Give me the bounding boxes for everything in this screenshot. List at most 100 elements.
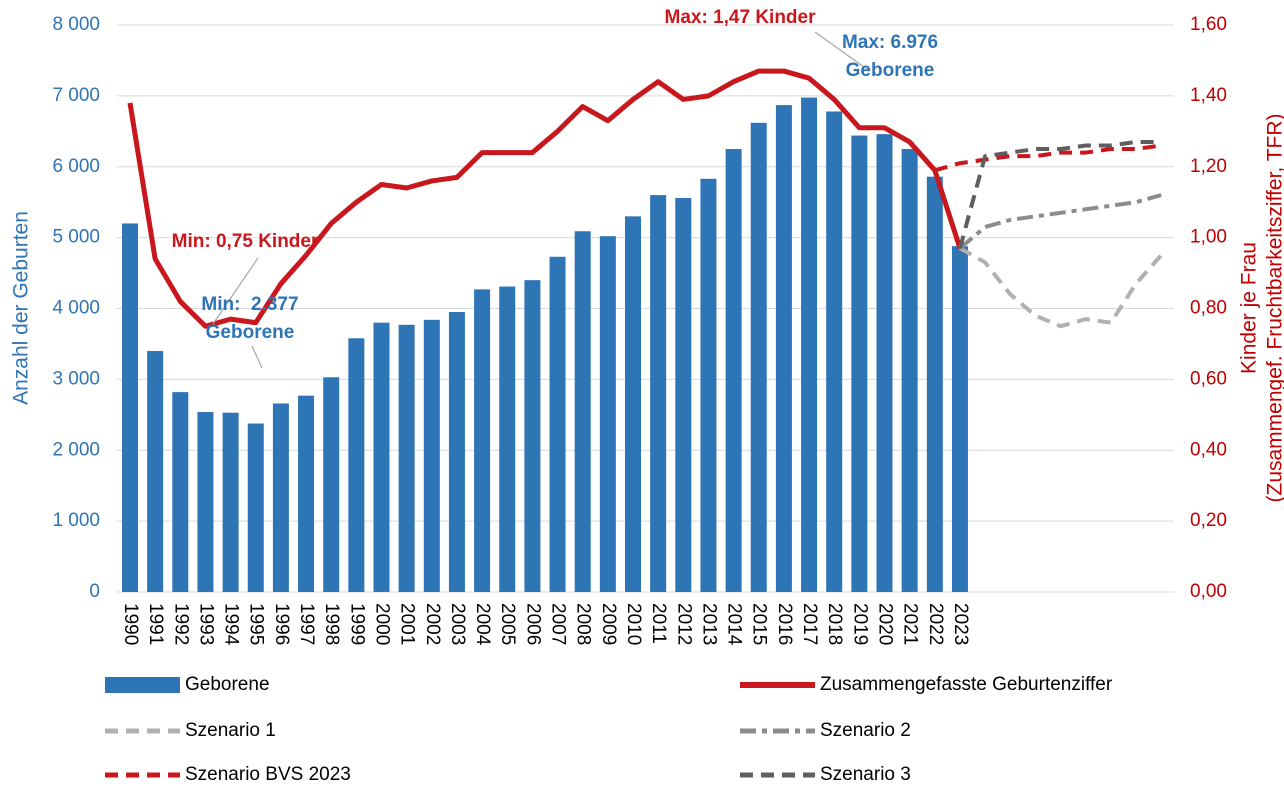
- x-tick-label: 2015: [749, 603, 770, 645]
- line: [934, 143, 1162, 173]
- legend-label: Szenario BVS 2023: [185, 764, 351, 785]
- x-tick-label: 2018: [824, 603, 845, 645]
- legend-label: Geborene: [185, 674, 270, 695]
- bar: [725, 149, 742, 592]
- x-tick-label: 2006: [522, 603, 543, 645]
- legend-label: Szenario 1: [185, 720, 276, 741]
- bar: [851, 135, 868, 592]
- bar: [448, 312, 465, 592]
- y2-axis-label: (Zusammengef. Fruchtbarkeitsziffer, TFR): [1264, 113, 1284, 502]
- bar: [750, 122, 767, 593]
- y2-tick-label: 1,20: [1190, 156, 1227, 177]
- bar: [298, 395, 315, 592]
- bar: [826, 111, 843, 592]
- x-tick-label: 2014: [724, 603, 745, 646]
- x-tick-label: 2021: [900, 603, 921, 645]
- bar: [147, 351, 164, 592]
- bar: [700, 178, 717, 592]
- x-tick-label: 1994: [221, 603, 242, 646]
- bar: [247, 423, 264, 592]
- bar: [650, 195, 667, 592]
- bar: [172, 392, 189, 592]
- bar: [775, 105, 792, 593]
- annotation: Geborene: [206, 322, 295, 343]
- bar: [524, 280, 541, 592]
- y-tick-label: 6 000: [52, 156, 100, 177]
- y-tick-label: 3 000: [52, 368, 100, 389]
- x-tick-label: 2005: [497, 603, 518, 645]
- y2-tick-label: 0,20: [1190, 510, 1227, 531]
- x-tick-label: 2019: [849, 603, 870, 645]
- annotation-leader: [212, 257, 259, 325]
- annotation-leader: [814, 31, 869, 71]
- x-tick-label: 2012: [673, 603, 694, 645]
- annotation-leader: [251, 345, 263, 369]
- bar: [876, 134, 893, 592]
- bar: [801, 97, 818, 593]
- legend-label: Szenario 2: [820, 720, 911, 741]
- annotation: Min: 0,75 Kinder: [172, 231, 319, 252]
- x-tick-label: 2007: [548, 603, 569, 645]
- x-tick-label: 2013: [698, 603, 719, 645]
- bar: [272, 403, 289, 592]
- bar: [574, 231, 591, 592]
- x-tick-label: 2023: [950, 603, 971, 645]
- bar: [474, 289, 491, 592]
- annotation: Min: 2.377: [201, 294, 298, 315]
- legend-swatch: [105, 677, 180, 693]
- y2-axis-label: Kinder je Frau: [1238, 242, 1261, 374]
- x-tick-label: 2010: [623, 603, 644, 645]
- x-tick-label: 1999: [346, 603, 367, 645]
- line: [127, 68, 963, 329]
- bar: [348, 338, 365, 592]
- bar: [625, 216, 641, 593]
- y-tick-label: 1 000: [52, 510, 100, 531]
- x-tick-label: 1991: [145, 603, 166, 645]
- x-tick-label: 2020: [874, 603, 895, 645]
- y2-tick-label: 1,40: [1190, 85, 1227, 106]
- legend-label: Zusammengefasste Geburtenziffer: [820, 674, 1113, 695]
- bar: [222, 412, 239, 592]
- bar: [951, 246, 968, 592]
- y-tick-label: 4 000: [52, 298, 100, 319]
- x-tick-label: 1997: [296, 603, 317, 645]
- x-tick-label: 2002: [422, 603, 443, 645]
- x-tick-label: 2016: [774, 603, 795, 645]
- bar: [373, 322, 390, 592]
- bar: [423, 319, 440, 592]
- y2-tick-label: 0,60: [1190, 368, 1227, 389]
- y-tick-label: 5 000: [52, 227, 100, 248]
- x-tick-label: 2001: [397, 603, 418, 645]
- y-axis-label: Anzahl der Geburten: [10, 211, 33, 405]
- line: [958, 246, 1163, 329]
- x-tick-label: 1998: [321, 603, 342, 645]
- x-tick-label: 2008: [573, 603, 594, 645]
- line: [958, 139, 1162, 249]
- x-tick-label: 2011: [648, 603, 669, 644]
- x-tick-label: 2009: [598, 603, 619, 645]
- x-tick-label: 2004: [472, 603, 493, 646]
- legend-label: Szenario 3: [820, 764, 911, 785]
- x-tick-label: 1995: [246, 603, 267, 645]
- x-tick-label: 1996: [271, 603, 292, 645]
- y-tick-label: 7 000: [52, 85, 100, 106]
- x-tick-label: 1990: [120, 603, 141, 645]
- y-tick-label: 2 000: [52, 439, 100, 460]
- annotation: Geborene: [846, 60, 935, 81]
- bar: [122, 223, 138, 592]
- line: [958, 193, 1162, 250]
- x-tick-label: 2000: [371, 603, 392, 645]
- x-tick-label: 2022: [925, 603, 946, 645]
- y2-tick-label: 0,00: [1190, 581, 1227, 602]
- x-tick-label: 2003: [447, 603, 468, 645]
- annotation: Max: 1,47 Kinder: [665, 7, 817, 28]
- y-tick-label: 0: [89, 581, 100, 602]
- bar: [398, 324, 415, 592]
- y2-tick-label: 0,40: [1190, 439, 1227, 460]
- x-tick-label: 1993: [195, 603, 216, 645]
- x-tick-label: 1992: [170, 603, 191, 645]
- bar: [901, 149, 918, 592]
- bar: [323, 377, 340, 592]
